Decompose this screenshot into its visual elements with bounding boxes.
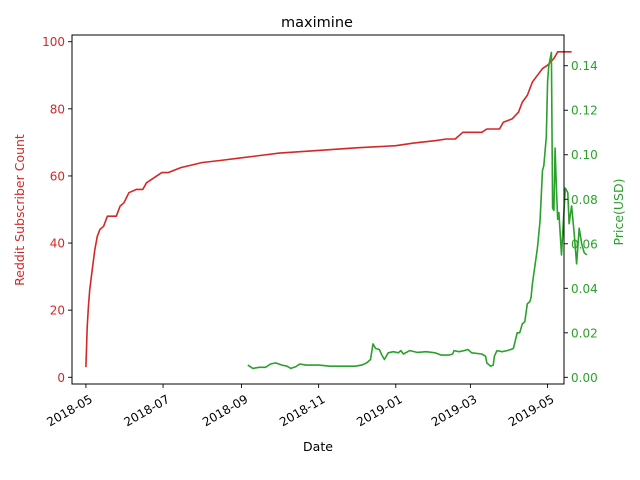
price-line: [247, 51, 588, 370]
left-y-tick-label: 100: [42, 35, 65, 49]
left-y-tick-label: 0: [57, 371, 65, 385]
right-y-tick-label: 0.02: [571, 326, 598, 340]
right-y-tick-label: 0.14: [571, 59, 598, 73]
x-tick-label: 2019-01: [354, 392, 404, 429]
left-y-axis: 0 20 40 60 80 100: [42, 35, 72, 385]
right-y-axis: 0.00 0.02 0.04 0.06 0.08 0.10 0.12 0.14: [564, 59, 598, 385]
right-y-tick-label: 0.04: [571, 282, 598, 296]
left-y-tick-label: 20: [50, 304, 65, 318]
x-tick-label: 2018-11: [277, 392, 327, 429]
x-tick-label: 2018-05: [44, 392, 94, 429]
plot-frame: [71, 34, 565, 385]
left-y-tick-label: 60: [50, 169, 65, 183]
right-y-tick-label: 0.08: [571, 193, 598, 207]
chart-title: maximine: [281, 15, 353, 31]
x-tick-label: 2018-09: [200, 392, 250, 429]
x-tick-label: 2018-07: [122, 392, 172, 429]
x-tick-label: 2019-05: [506, 392, 556, 429]
right-y-tick-label: 0.10: [571, 148, 598, 162]
left-y-tick-label: 40: [50, 237, 65, 251]
subscriber-count-line: [85, 50, 572, 368]
right-y-tick-label: 0.00: [571, 371, 598, 385]
right-y-axis-label: Price(USD): [611, 179, 626, 246]
left-y-tick-label: 80: [50, 102, 65, 116]
x-axis: 2018-05 2018-07 2018-09 2018-11 2019-01 2019-…: [44, 384, 556, 429]
x-axis-label: Date: [303, 439, 333, 454]
plot-area: [72, 35, 564, 384]
right-y-tick-label: 0.12: [571, 104, 598, 118]
right-y-tick-label: 0.06: [571, 237, 598, 251]
left-y-axis-label: Reddit Subscriber Count: [12, 134, 27, 286]
series-layer: [85, 50, 588, 370]
x-tick-label: 2019-03: [429, 392, 479, 429]
